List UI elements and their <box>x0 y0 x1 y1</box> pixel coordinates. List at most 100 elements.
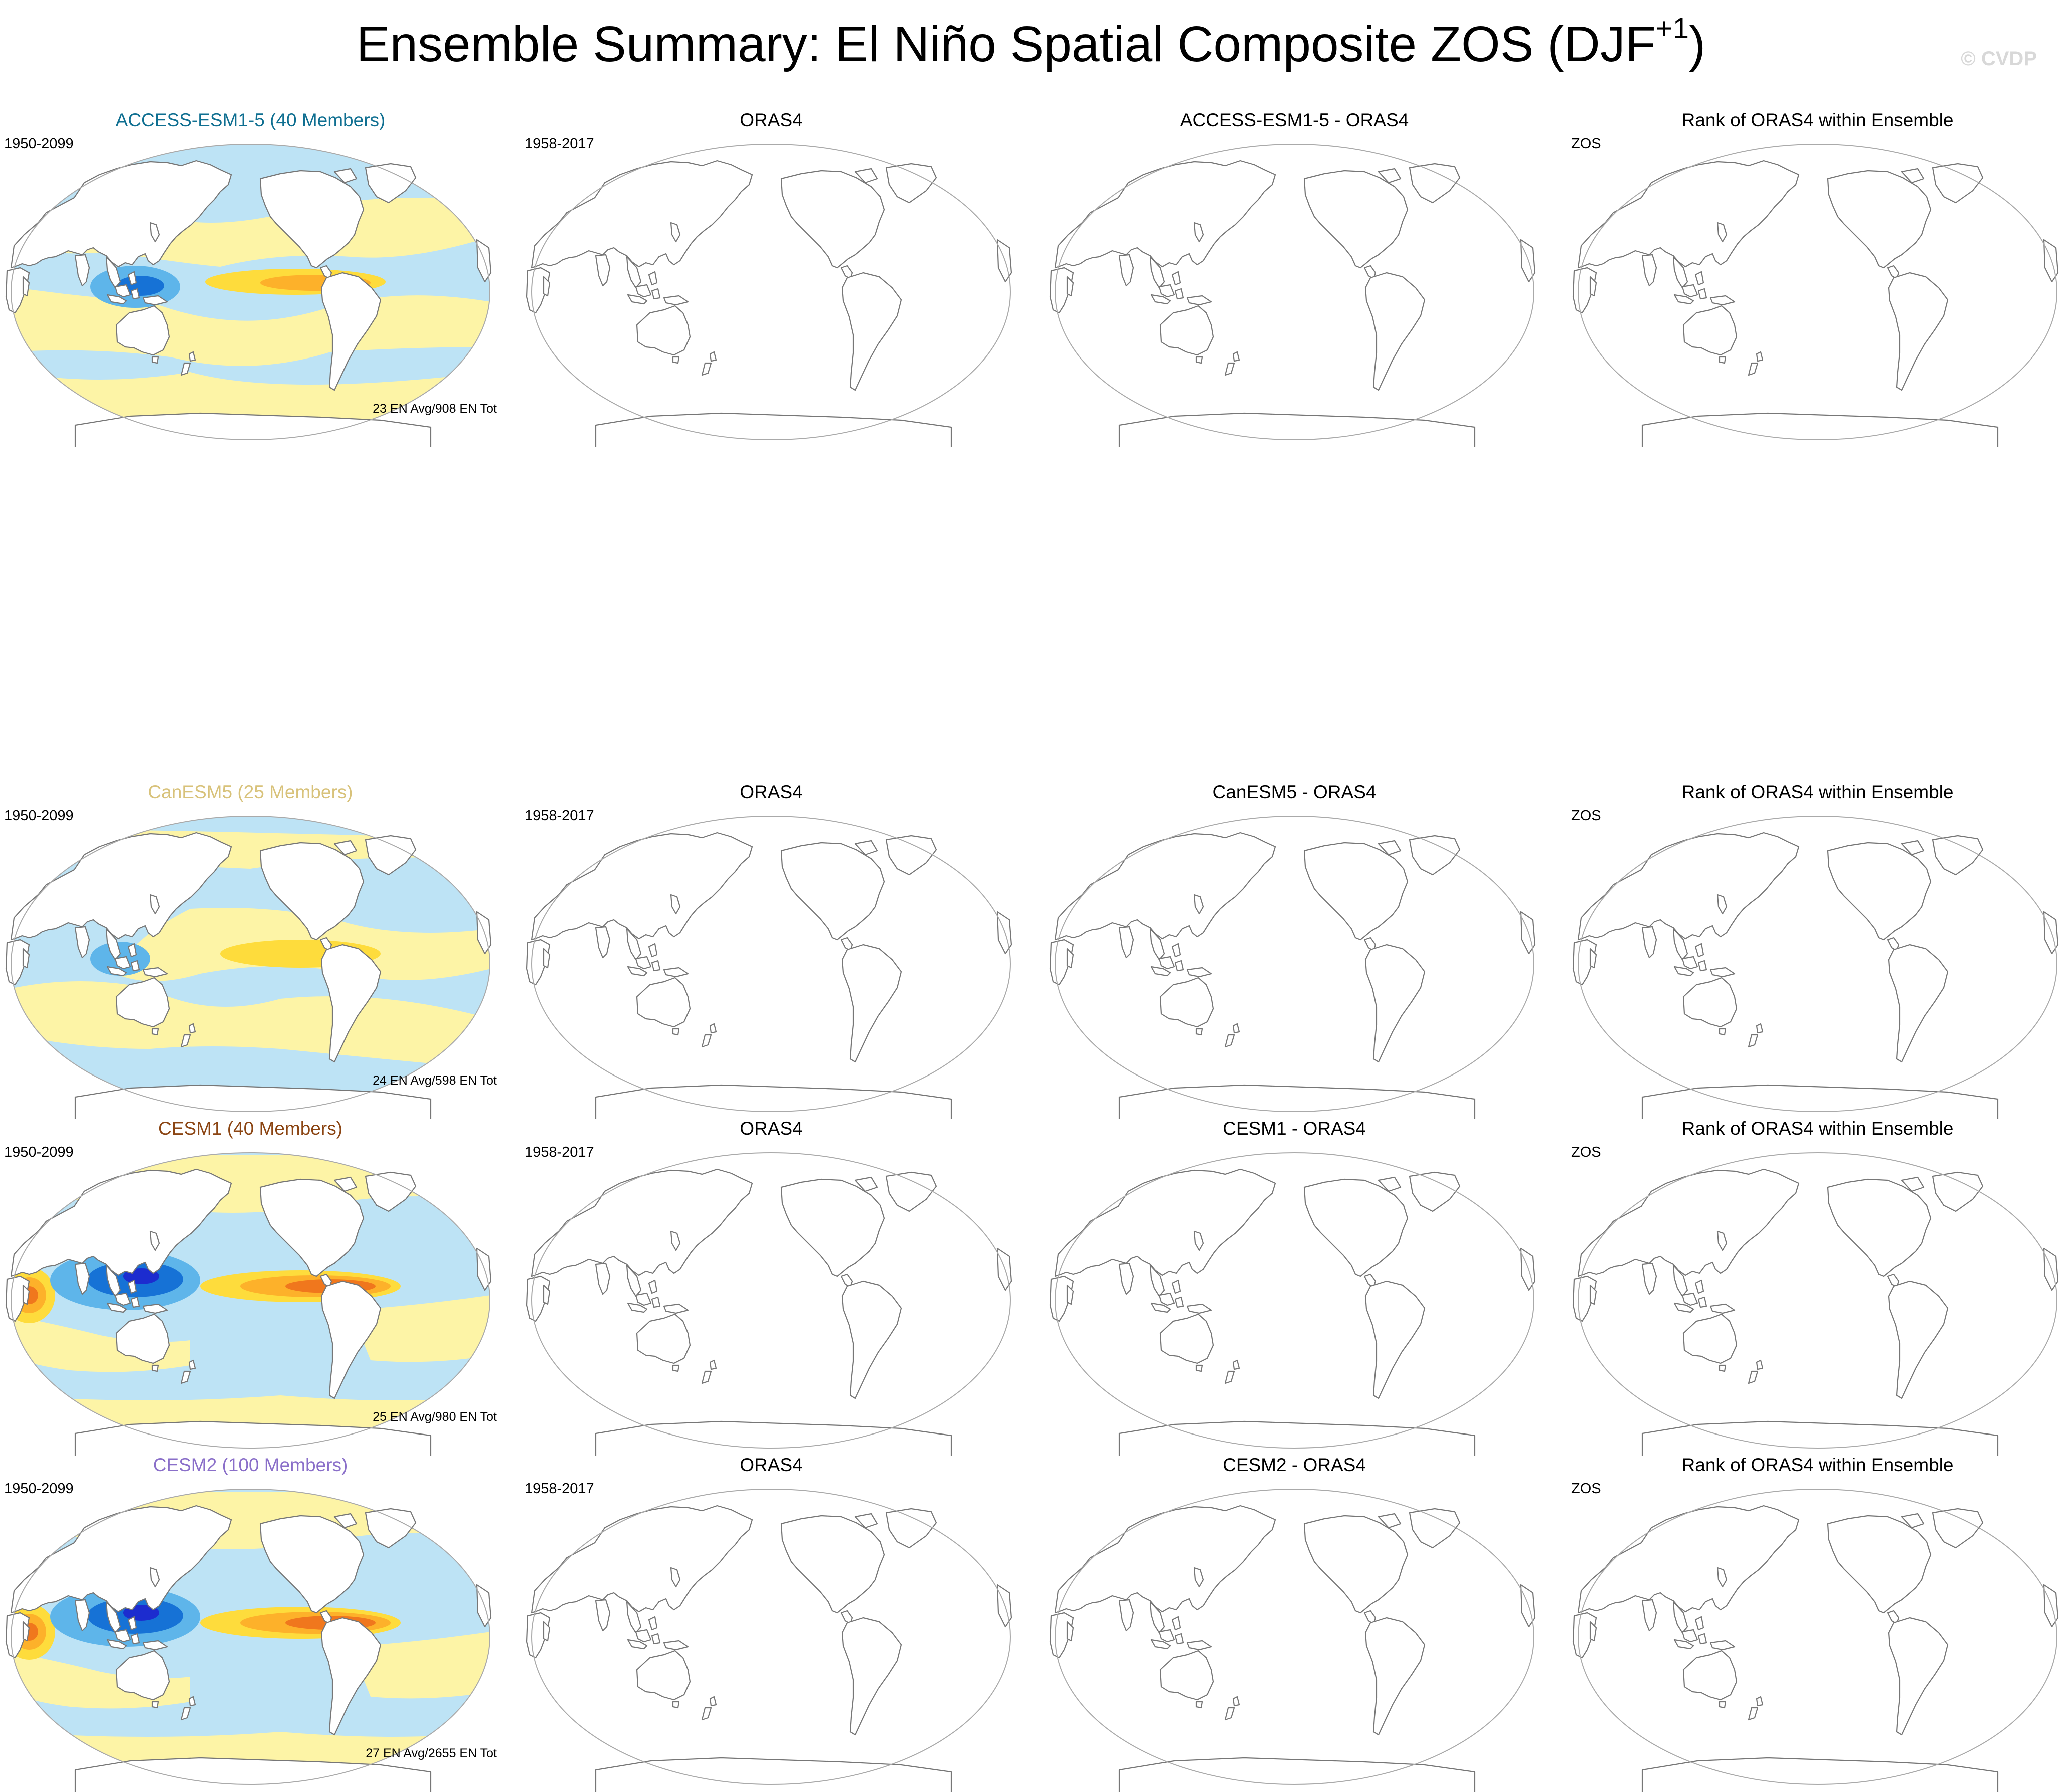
model-composite-map <box>0 1482 501 1792</box>
rank-variable-label: ZOS <box>1571 136 1601 152</box>
rank-panel-title: Rank of ORAS4 within Ensemble <box>1681 110 1954 130</box>
obs-map <box>521 816 1021 1119</box>
anomaly-field <box>0 1145 501 1456</box>
map-frame <box>531 144 1011 440</box>
map-frame <box>1055 144 1534 440</box>
figure-title-close: ) <box>1689 16 1706 72</box>
continents <box>1573 161 2058 447</box>
continents <box>527 161 1011 447</box>
model-period-label: 1950-2099 <box>4 1481 74 1497</box>
obs-panel-title: ORAS4 <box>740 110 803 130</box>
obs-period-label: 1958-2017 <box>525 1481 594 1497</box>
map-frame <box>11 816 490 1112</box>
difference-map <box>1044 144 1545 447</box>
model-panel-title: CESM2 (100 Members) <box>153 1455 348 1475</box>
difference-map <box>1044 1152 1545 1456</box>
difference-map <box>1044 816 1545 1119</box>
model-event-count: 27 EN Avg/2655 EN Tot <box>366 1746 497 1760</box>
obs-period-label: 1958-2017 <box>525 808 594 824</box>
rank-panel: Rank of ORAS4 within Ensemble ZOS <box>1567 1118 2062 1428</box>
rank-panel-title: Rank of ORAS4 within Ensemble <box>1681 782 1954 802</box>
map-frame <box>531 1489 1011 1785</box>
rank-variable-label: ZOS <box>1571 808 1601 824</box>
continents <box>1573 1169 2058 1456</box>
model-panel-title: CanESM5 (25 Members) <box>148 782 353 802</box>
difference-panel-title: ACCESS-ESM1-5 - ORAS4 <box>1180 110 1409 130</box>
model-composite-panel: CESM1 (40 Members) 1950-2099 25 EN Avg/9… <box>0 1118 501 1428</box>
difference-panel: ACCESS-ESM1-5 - ORAS4 <box>1044 109 1545 420</box>
continents <box>1050 161 1535 447</box>
difference-panel: CESM1 - ORAS4 <box>1044 1118 1545 1428</box>
rank-panel-title: Rank of ORAS4 within Ensemble <box>1681 1455 1954 1475</box>
difference-map <box>1044 1489 1545 1792</box>
rank-map <box>1567 816 2062 1119</box>
obs-period-label: 1958-2017 <box>525 1144 594 1160</box>
obs-panel-title: ORAS4 <box>740 1455 803 1475</box>
difference-panel-title: CESM1 - ORAS4 <box>1223 1118 1366 1139</box>
map-frame <box>11 144 490 440</box>
map-frame <box>1055 1152 1534 1449</box>
anomaly-field <box>0 137 501 447</box>
difference-panel-title: CESM2 - ORAS4 <box>1223 1455 1366 1475</box>
anomaly-field <box>0 809 501 1119</box>
model-panel-title: ACCESS-ESM1-5 (40 Members) <box>115 110 386 130</box>
model-event-count: 25 EN Avg/980 EN Tot <box>373 1410 497 1424</box>
model-composite-map <box>0 137 501 447</box>
obs-panel: ORAS4 1958-2017 <box>521 1118 1021 1428</box>
figure-title-text: Ensemble Summary: El Niño Spatial Compos… <box>356 16 1656 72</box>
continents <box>1050 833 1535 1119</box>
model-panel-title: CESM1 (40 Members) <box>158 1118 343 1139</box>
obs-panel: ORAS4 1958-2017 <box>521 109 1021 420</box>
continents <box>1573 833 2058 1119</box>
model-event-count: 24 EN Avg/598 EN Tot <box>373 1073 497 1088</box>
map-frame <box>1578 1489 2057 1785</box>
rank-variable-label: ZOS <box>1571 1144 1601 1160</box>
obs-map <box>521 1152 1021 1456</box>
rank-panel-title: Rank of ORAS4 within Ensemble <box>1681 1118 1954 1139</box>
continents <box>527 833 1011 1119</box>
map-frame <box>1055 1489 1534 1785</box>
map-frame <box>1578 144 2057 440</box>
difference-panel-title: CanESM5 - ORAS4 <box>1212 782 1377 802</box>
obs-map <box>521 1489 1021 1792</box>
model-period-label: 1950-2099 <box>4 1144 74 1160</box>
cvdp-watermark: © CVDP <box>1961 48 2037 70</box>
rank-panel: Rank of ORAS4 within Ensemble ZOS <box>1567 1454 2062 1764</box>
rank-variable-label: ZOS <box>1571 1481 1601 1497</box>
model-composite-map <box>0 1145 501 1456</box>
obs-panel: ORAS4 1958-2017 <box>521 1454 1021 1764</box>
rank-map <box>1567 144 2062 447</box>
rank-panel: Rank of ORAS4 within Ensemble ZOS <box>1567 109 2062 420</box>
map-frame <box>1578 1152 2057 1449</box>
continents <box>1050 1169 1535 1456</box>
continents <box>527 1169 1011 1456</box>
difference-panel: CanESM5 - ORAS4 <box>1044 781 1545 1092</box>
map-frame <box>531 816 1011 1112</box>
map-frame <box>11 1489 490 1785</box>
map-frame <box>11 1152 490 1449</box>
obs-map <box>521 144 1021 447</box>
continents <box>1573 1506 2058 1792</box>
obs-panel-title: ORAS4 <box>740 782 803 802</box>
figure-title: Ensemble Summary: El Niño Spatial Compos… <box>0 14 2062 74</box>
obs-panel: ORAS4 1958-2017 <box>521 781 1021 1092</box>
anomaly-field <box>0 1482 501 1792</box>
model-composite-panel: CESM2 (100 Members) 1950-2099 27 EN Avg/… <box>0 1454 501 1764</box>
rank-map <box>1567 1489 2062 1792</box>
map-frame <box>1055 816 1534 1112</box>
continents <box>1050 1506 1535 1792</box>
difference-panel: CESM2 - ORAS4 <box>1044 1454 1545 1764</box>
rank-panel: Rank of ORAS4 within Ensemble ZOS <box>1567 781 2062 1092</box>
model-event-count: 23 EN Avg/908 EN Tot <box>373 402 497 416</box>
figure-title-superscript: +1 <box>1655 12 1689 45</box>
obs-panel-title: ORAS4 <box>740 1118 803 1139</box>
model-composite-panel: CanESM5 (25 Members) 1950-2099 24 EN Avg… <box>0 781 501 1092</box>
model-period-label: 1950-2099 <box>4 808 74 824</box>
model-composite-map <box>0 809 501 1119</box>
obs-period-label: 1958-2017 <box>525 136 594 152</box>
map-frame <box>1578 816 2057 1112</box>
continents <box>527 1506 1011 1792</box>
model-period-label: 1950-2099 <box>4 136 74 152</box>
rank-map <box>1567 1152 2062 1456</box>
model-composite-panel: ACCESS-ESM1-5 (40 Members) 1950-2099 23 … <box>0 109 501 420</box>
